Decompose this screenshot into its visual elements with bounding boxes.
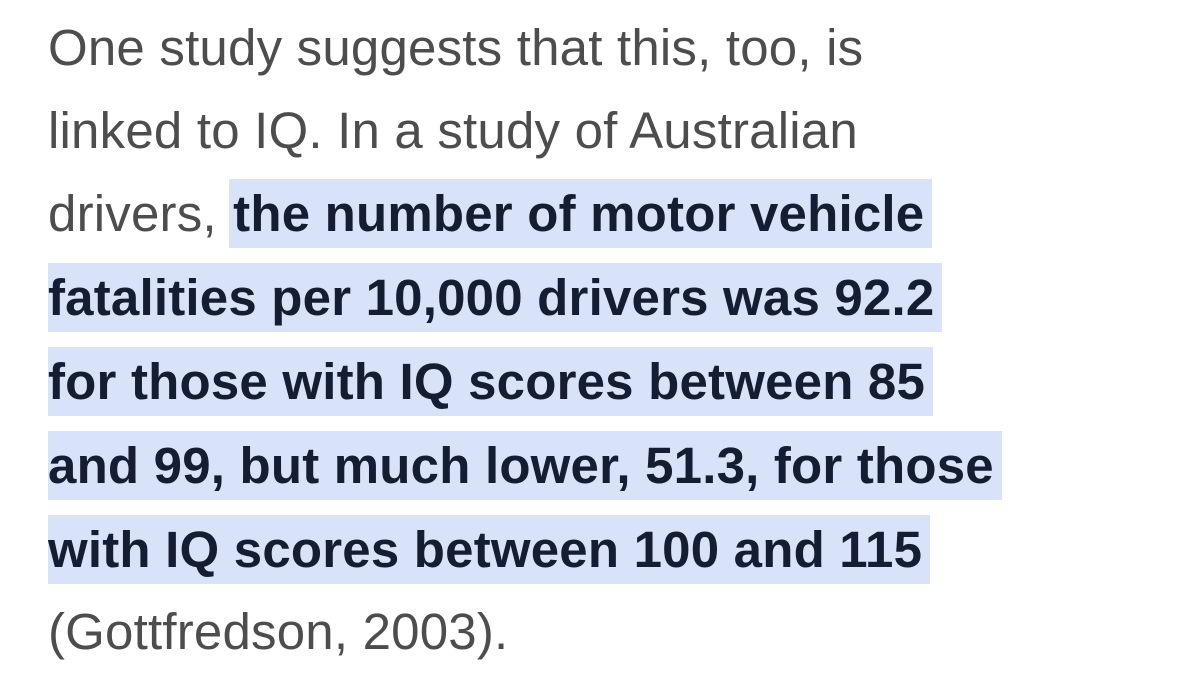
paragraph-line-1: One study suggests that this, too, is xyxy=(48,6,863,90)
paragraph-line-8: (Gottfredson, 2003). xyxy=(48,590,508,674)
highlighted-text[interactable]: with IQ scores between 100 and 115 xyxy=(48,515,931,584)
paragraph-line-2: linked to IQ. In a study of Australian xyxy=(48,89,858,173)
paragraph-line-4: fatalities per 10,000 drivers was 92.2 xyxy=(48,256,943,340)
paragraph-text: drivers, xyxy=(48,185,232,242)
paragraph-line-5: for those with IQ scores between 85 xyxy=(48,340,934,424)
paragraph-line-7: with IQ scores between 100 and 115 xyxy=(48,508,931,592)
paragraph-text: One study suggests that this, too, is xyxy=(48,19,864,76)
highlighted-text[interactable]: for those with IQ scores between 85 xyxy=(48,347,934,416)
citation-text: (Gottfredson, 2003). xyxy=(48,603,509,660)
paragraph-line-3: drivers, the number of motor vehicle xyxy=(48,172,933,256)
paragraph-text: linked to IQ. In a study of Australian xyxy=(48,102,858,159)
highlighted-text[interactable]: the number of motor vehicle xyxy=(229,179,933,248)
highlighted-text[interactable]: fatalities per 10,000 drivers was 92.2 xyxy=(48,263,943,332)
highlighted-text[interactable]: and 99, but much lower, 51.3, for those xyxy=(48,431,1002,500)
paragraph-line-6: and 99, but much lower, 51.3, for those xyxy=(48,424,1002,508)
